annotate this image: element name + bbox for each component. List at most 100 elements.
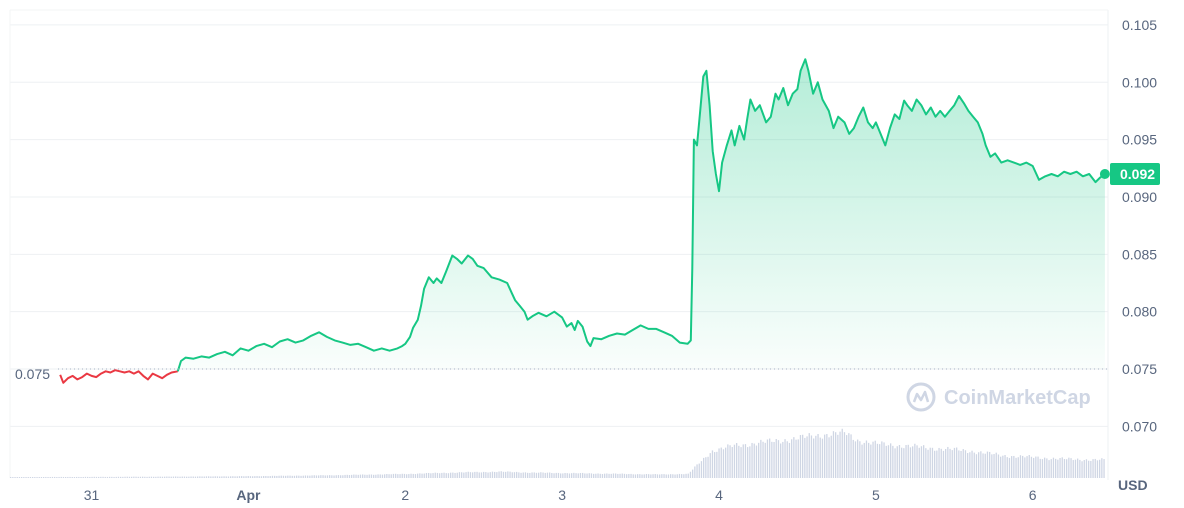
volume-bar — [678, 473, 681, 478]
volume-bar — [832, 431, 835, 478]
volume-bar — [403, 473, 406, 478]
volume-bar — [164, 476, 166, 478]
volume-bar — [544, 472, 546, 478]
price-line-down — [59, 369, 178, 384]
volume-bar — [698, 463, 700, 478]
volume-bar — [265, 476, 267, 478]
volume-bar — [1017, 457, 1019, 478]
volume-bar — [865, 440, 868, 478]
volume-bar — [205, 476, 208, 478]
volume-bar — [337, 475, 340, 478]
volume-bar — [577, 473, 579, 478]
volume-bar — [227, 476, 230, 478]
volume-bar — [84, 476, 87, 478]
volume-bar — [989, 451, 991, 478]
volume-bar — [285, 475, 287, 478]
y-tick-label: 0.105 — [1122, 17, 1157, 33]
volume-bar — [564, 472, 566, 478]
volume-bar — [76, 476, 78, 478]
volume-bar — [439, 473, 441, 478]
volume-bar — [593, 473, 595, 478]
volume-bar — [210, 476, 212, 478]
volume-bar — [586, 473, 588, 478]
volume-bar — [320, 475, 322, 478]
volume-bar — [421, 473, 423, 478]
volume-bar — [1077, 458, 1079, 478]
volume-bar — [1006, 457, 1008, 478]
volume-bar — [274, 475, 276, 478]
volume-bar — [432, 473, 434, 478]
volume-bar — [753, 443, 755, 478]
volume-bar — [32, 477, 34, 478]
volume-bar — [509, 471, 511, 478]
volume-bar — [445, 473, 447, 478]
volume-bar — [16, 477, 18, 478]
volume-bar — [938, 447, 940, 478]
volume-bar — [249, 476, 252, 478]
volume-bar — [1063, 459, 1066, 478]
volume-bar — [359, 474, 362, 478]
volume-bar — [139, 476, 142, 478]
volume-bar — [480, 472, 483, 478]
volume-bar — [656, 474, 659, 478]
volume-bar — [27, 477, 29, 478]
volume-bar — [18, 477, 21, 478]
volume-bar — [716, 451, 718, 478]
volume-bar — [309, 475, 311, 478]
volume-bar — [874, 440, 876, 478]
volume-bar — [744, 444, 747, 478]
volume-bar — [302, 475, 304, 478]
volume-bar — [498, 471, 500, 478]
volume-bar — [595, 473, 597, 478]
volume-bar — [263, 476, 265, 478]
volume-bar — [1083, 460, 1085, 478]
volume-bar — [887, 445, 890, 478]
volume-bar — [219, 476, 221, 478]
volume-bar — [170, 476, 172, 478]
volume-bar — [25, 477, 27, 478]
volume-bar — [689, 471, 692, 478]
volume-bar — [626, 474, 628, 478]
volume-bar — [863, 442, 865, 478]
volume-bar — [634, 474, 637, 478]
volume-bar — [65, 477, 67, 478]
volume-bar — [1024, 457, 1026, 478]
volume-bar — [357, 474, 359, 478]
y-axis-unit: USD — [1118, 477, 1148, 493]
volume-bar — [632, 474, 634, 478]
volume-bar — [694, 466, 696, 478]
volume-bar — [872, 441, 874, 478]
volume-bar — [454, 472, 456, 478]
volume-bar — [364, 474, 366, 478]
volume-bar — [1033, 457, 1035, 478]
volume-bar — [841, 428, 843, 478]
volume-bar — [953, 447, 956, 478]
volume-bar — [326, 475, 329, 478]
volume-bar — [491, 471, 494, 478]
volume-bar — [177, 476, 179, 478]
volume-bar — [293, 475, 296, 478]
volume-bar — [417, 473, 419, 478]
volume-bar — [458, 472, 461, 478]
volume-bar — [131, 476, 133, 478]
volume-bar — [722, 449, 725, 478]
volume-bar — [1011, 456, 1013, 478]
volume-bar — [36, 477, 38, 478]
price-line-up — [176, 58, 1106, 372]
x-tick-label: 5 — [872, 487, 880, 503]
volume-bar — [1066, 459, 1068, 478]
volume-bar — [850, 434, 852, 478]
volume-bar — [245, 476, 247, 478]
watermark-text: CoinMarketCap — [944, 387, 1091, 409]
volume-bar — [758, 442, 760, 478]
volume-bar — [355, 474, 357, 478]
volume-bar — [280, 475, 282, 478]
volume-bar — [868, 442, 870, 478]
volume-bar — [221, 476, 223, 478]
volume-bar — [780, 443, 782, 478]
volume-bar — [485, 472, 487, 478]
volume-bar — [876, 443, 879, 478]
volume-bar — [579, 472, 582, 478]
volume-bar — [1000, 456, 1002, 478]
volume-bar — [958, 450, 960, 478]
